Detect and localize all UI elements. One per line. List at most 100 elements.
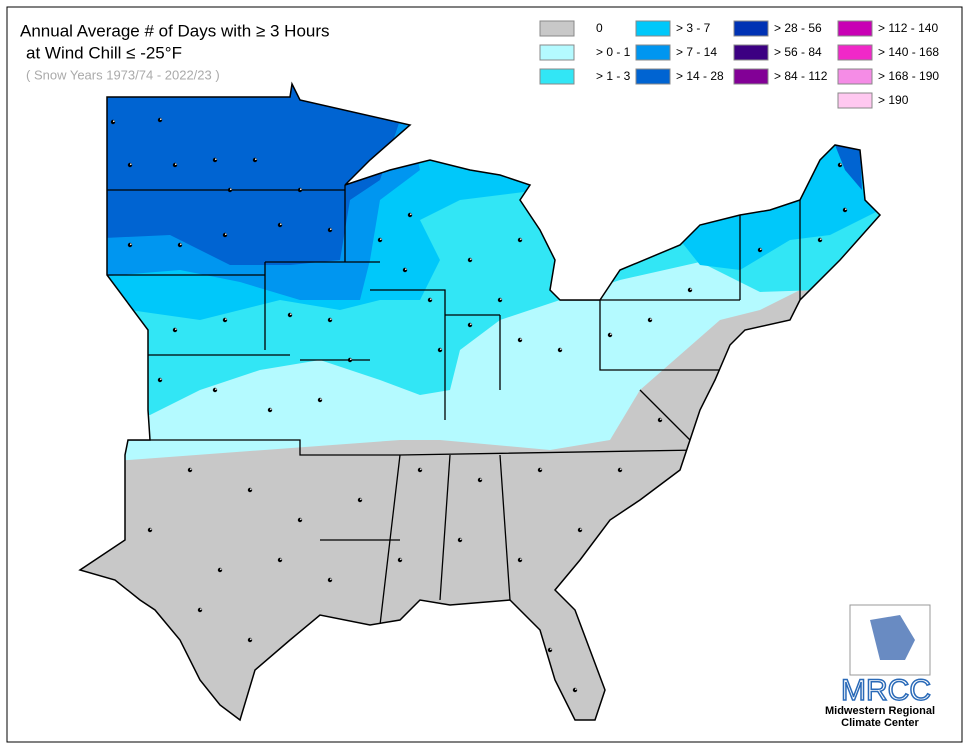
station-dot [212, 157, 218, 163]
station-dot [547, 647, 553, 653]
station-dot-highlight [280, 558, 282, 560]
station-dot-highlight [350, 358, 352, 361]
station-dot-highlight [840, 163, 842, 165]
station-dot [477, 477, 483, 483]
station-dot [157, 117, 163, 123]
station-dot [467, 257, 473, 263]
station-dot [607, 332, 613, 338]
station-dot [537, 467, 543, 473]
subtitle: ( Snow Years 1973/74 - 2022/23 ) [26, 67, 220, 82]
legend-label: > 3 - 7 [676, 21, 711, 35]
station-dot-highlight [520, 238, 522, 240]
station-dot-highlight [215, 388, 217, 391]
station-dot [347, 357, 353, 363]
station-dot [402, 267, 408, 273]
station-dot [417, 467, 423, 473]
station-dot-highlight [560, 348, 562, 351]
station-dot-highlight [460, 538, 462, 540]
station-dot [517, 337, 523, 343]
station-dot-highlight [470, 323, 472, 326]
station-dot [157, 377, 163, 383]
station-dot-highlight [300, 518, 302, 520]
station-dot [297, 517, 303, 523]
station-dot-highlight [575, 688, 577, 690]
station-dot-highlight [420, 468, 422, 471]
legend-label: > 0 - 1 [596, 45, 631, 59]
legend-swatch [733, 20, 769, 37]
legend-swatch [539, 20, 575, 37]
station-dot [222, 317, 228, 323]
station-dot-highlight [270, 408, 272, 411]
legend-swatch [635, 44, 671, 61]
station-dot [327, 577, 333, 583]
logo-line-2: Climate Center [841, 717, 919, 729]
logo-line-1: Midwestern Regional [825, 705, 935, 717]
station-dot [647, 317, 653, 323]
station-dot-highlight [610, 333, 612, 336]
station-dot-highlight [180, 243, 182, 245]
station-dot-highlight [150, 528, 152, 530]
station-dot [317, 397, 323, 403]
station-dot-highlight [550, 648, 552, 650]
station-dot [687, 287, 693, 293]
station-dot [217, 567, 223, 573]
legend-label: > 7 - 14 [676, 45, 717, 59]
zone-14-28-ne [835, 145, 862, 190]
station-dot-highlight [360, 498, 362, 501]
station-dot [427, 297, 433, 303]
station-dot-highlight [845, 208, 847, 210]
legend-swatch [539, 44, 575, 61]
legend-swatch [635, 20, 671, 37]
station-dot [247, 487, 253, 493]
station-dot-highlight [520, 558, 522, 560]
station-dot-highlight [690, 288, 692, 291]
legend-swatch [837, 44, 873, 61]
station-dot-highlight [330, 578, 332, 580]
station-dot-highlight [130, 163, 132, 165]
zone-14-28 [80, 84, 400, 265]
legend-label: > 56 - 84 [774, 45, 822, 59]
station-dot [110, 119, 116, 125]
station-dot-highlight [290, 313, 292, 316]
station-dot [287, 312, 293, 318]
legend-label: 0 [596, 21, 603, 35]
station-dot [617, 467, 623, 473]
legend-label: > 1 - 3 [596, 69, 631, 83]
title-line-2: at Wind Chill ≤ -25°F [26, 43, 182, 62]
station-dot-highlight [160, 378, 162, 381]
station-dot-highlight [620, 468, 622, 471]
station-dot-highlight [400, 558, 402, 560]
station-dot-highlight [330, 228, 332, 230]
station-dot [127, 162, 133, 168]
station-dot-highlight [220, 568, 222, 570]
station-dot-highlight [405, 268, 407, 271]
station-dot-highlight [520, 338, 522, 341]
station-dot [147, 527, 153, 533]
station-dot [397, 557, 403, 563]
title-line-1: Annual Average # of Days with ≥ 3 Hours [20, 21, 330, 40]
station-dot [187, 467, 193, 473]
station-dot [227, 187, 233, 193]
station-dot-highlight [190, 468, 192, 471]
legend-swatch [635, 68, 671, 85]
station-dot-highlight [255, 158, 257, 160]
legend-label: > 14 - 28 [676, 69, 724, 83]
station-dot-highlight [200, 608, 202, 610]
station-dot-highlight [225, 318, 227, 321]
station-dot-highlight [650, 318, 652, 321]
legend: 0 > 0 - 1 > 1 - 3 > 3 - 7 > 7 - 14 > 14 - 28 >… [539, 20, 939, 109]
station-dot-highlight [250, 488, 252, 491]
station-dot-highlight [580, 528, 582, 530]
station-dot [277, 222, 283, 228]
legend-swatch [837, 20, 873, 37]
legend-label: > 84 - 112 [774, 69, 828, 83]
station-dot [127, 242, 133, 248]
logo-lakes [870, 615, 915, 660]
station-dot-highlight [280, 223, 282, 225]
station-dot-highlight [113, 120, 115, 122]
station-dot-highlight [380, 238, 382, 240]
legend-swatch [733, 44, 769, 61]
station-dot-highlight [320, 398, 322, 401]
